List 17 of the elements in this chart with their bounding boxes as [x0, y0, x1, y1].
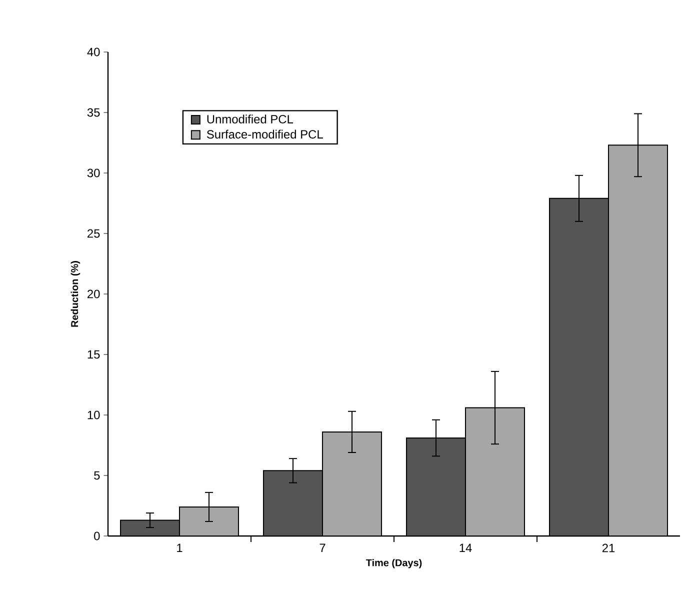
y-tick-label: 20 — [88, 290, 100, 298]
y-axis-title: Reduction (%) — [70, 261, 80, 327]
x-axis-title: Time (Days) — [366, 558, 422, 568]
y-tick-label: 15 — [88, 350, 100, 359]
y-tick-label: 10 — [88, 410, 100, 420]
x-tick-label: 14 — [460, 544, 472, 552]
x-tick-label: 7 — [320, 544, 326, 552]
y-tick-label: 30 — [87, 168, 100, 178]
y-tick-label: 0 — [94, 532, 100, 540]
x-tick-label: 1 — [177, 544, 182, 552]
legend-label: Unmodified PCL — [207, 114, 294, 124]
y-tick-label: 25 — [88, 229, 100, 238]
legend-label: Surface-modified PCL — [206, 130, 323, 139]
y-tick-label: 5 — [94, 471, 100, 480]
x-tick-label: 21 — [602, 544, 615, 552]
y-tick-label: 35 — [87, 108, 100, 117]
y-tick-label: 40 — [87, 48, 100, 56]
